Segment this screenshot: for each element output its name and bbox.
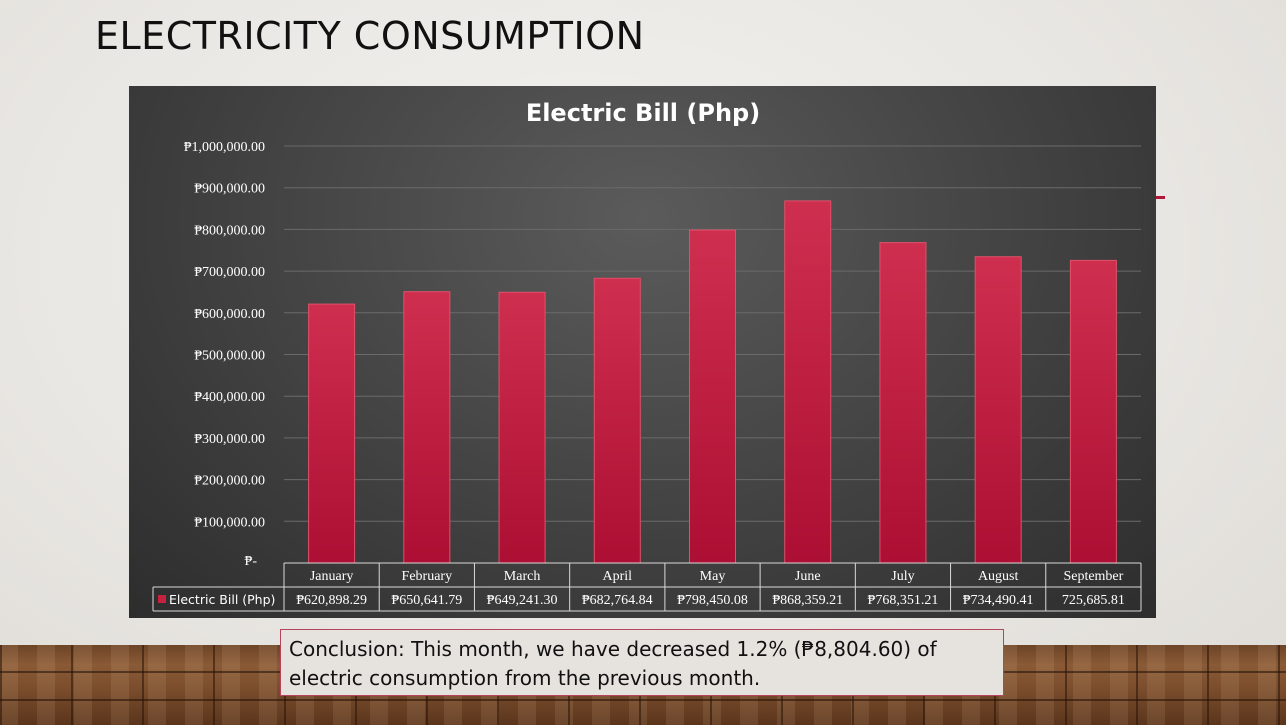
- bar-august: [974, 256, 1022, 564]
- data-label: ₱649,241.30: [487, 593, 558, 608]
- bar-april: [593, 277, 641, 564]
- bar-chart: Electric Bill (Php) ₱- ₱100,000.00 ₱200,00…: [152, 99, 1142, 612]
- conclusion-textbox[interactable]: Conclusion: This month, we have decrease…: [280, 629, 1004, 696]
- x-category-label: February: [402, 569, 453, 584]
- x-category-label: May: [700, 569, 726, 584]
- data-label: ₱798,450.08: [677, 593, 748, 608]
- bar-may: [689, 229, 736, 564]
- y-tick-label: ₱100,000.00: [194, 515, 265, 530]
- slide-title: ELECTRICITY CONSUMPTION: [95, 14, 645, 58]
- x-category-label: September: [1063, 569, 1123, 584]
- data-label: ₱734,490.41: [963, 593, 1034, 608]
- data-label: ₱682,764.84: [582, 593, 653, 608]
- legend-key: [158, 595, 166, 603]
- bar-september: [1069, 259, 1117, 564]
- data-label: 725,685.81: [1062, 593, 1125, 608]
- data-label: ₱868,359.21: [772, 593, 843, 608]
- x-category-label: July: [891, 569, 914, 584]
- bar-july: [879, 242, 927, 564]
- y-tick-label: ₱600,000.00: [194, 307, 265, 322]
- y-tick-label: ₱500,000.00: [194, 349, 265, 364]
- legend-series-name: Electric Bill (Php): [169, 592, 275, 607]
- x-category-label: August: [978, 569, 1019, 584]
- x-category-label: March: [504, 569, 541, 584]
- y-tick-label: ₱400,000.00: [194, 390, 265, 405]
- y-tick-label: ₱300,000.00: [194, 432, 265, 447]
- bar-january: [308, 303, 356, 564]
- y-tick-label: ₱900,000.00: [194, 182, 265, 197]
- x-category-label: June: [795, 569, 821, 584]
- bar-june: [784, 200, 832, 564]
- bar-february: [403, 291, 451, 564]
- chart-area: Electric Bill (Php) ₱- ₱100,000.00 ₱200,00…: [129, 86, 1156, 618]
- data-label: ₱650,641.79: [391, 593, 462, 608]
- x-category-label: January: [310, 569, 354, 584]
- chart-title: Electric Bill (Php): [526, 99, 760, 127]
- data-label: ₱620,898.29: [296, 593, 367, 608]
- y-tick-label: ₱800,000.00: [194, 223, 265, 238]
- y-tick-label: ₱200,000.00: [194, 474, 265, 489]
- data-label: ₱768,351.21: [868, 593, 939, 608]
- bar-march: [498, 291, 546, 564]
- y-tick-label: ₱700,000.00: [194, 265, 265, 280]
- accent-mark: [1156, 196, 1165, 199]
- wood-floor-background: [0, 645, 1286, 725]
- y-tick-label: ₱-: [245, 554, 258, 569]
- y-tick-label: ₱1,000,000.00: [184, 140, 265, 155]
- x-category-label: April: [602, 569, 632, 584]
